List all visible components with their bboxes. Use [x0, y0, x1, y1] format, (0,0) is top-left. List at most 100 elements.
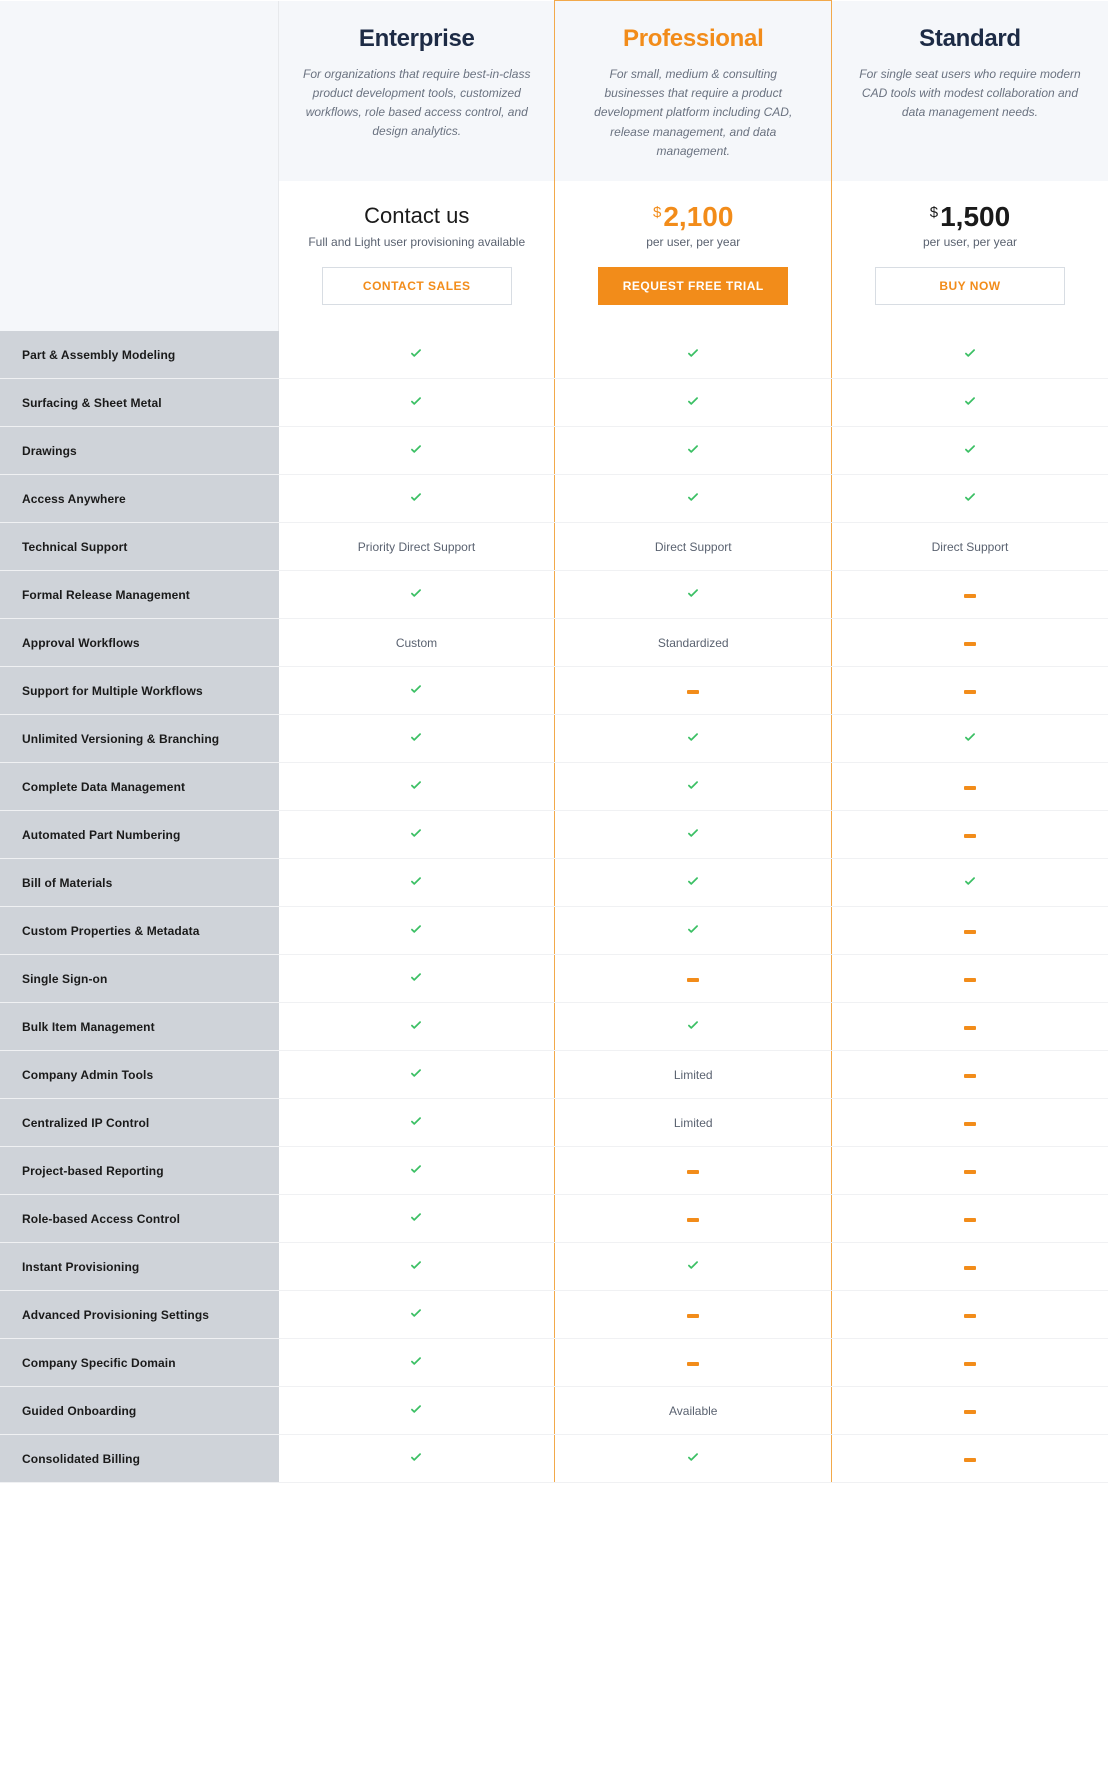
- currency-symbol: $: [930, 204, 938, 221]
- feature-cell: [279, 427, 555, 475]
- feature-row: Advanced Provisioning Settings: [0, 1291, 1108, 1339]
- feature-row: Custom Properties & Metadata: [0, 907, 1108, 955]
- feature-text: Limited: [674, 1116, 713, 1130]
- dash-icon: [964, 690, 976, 694]
- feature-cell: [831, 1099, 1108, 1147]
- plan-price-cell-professional: $2,100 per user, per year REQUEST FREE TRI…: [555, 181, 831, 331]
- check-icon: [686, 826, 700, 840]
- feature-cell: [831, 331, 1108, 379]
- feature-cell: [279, 1051, 555, 1099]
- check-icon: [409, 874, 423, 888]
- feature-cell: [555, 1243, 831, 1291]
- dash-icon: [964, 1218, 976, 1222]
- feature-cell: [831, 1387, 1108, 1435]
- feature-label: Custom Properties & Metadata: [0, 907, 279, 955]
- dash-icon: [687, 690, 699, 694]
- feature-cell: [831, 1003, 1108, 1051]
- feature-cell: [831, 763, 1108, 811]
- feature-row: Surfacing & Sheet Metal: [0, 379, 1108, 427]
- currency-symbol: $: [653, 204, 661, 221]
- feature-cell: Custom: [279, 619, 555, 667]
- dash-icon: [964, 1458, 976, 1462]
- dash-icon: [687, 1314, 699, 1318]
- check-icon: [686, 586, 700, 600]
- feature-cell: [279, 1435, 555, 1483]
- feature-row: Drawings: [0, 427, 1108, 475]
- feature-cell: [555, 667, 831, 715]
- feature-cell: [555, 331, 831, 379]
- feature-text: Direct Support: [655, 540, 732, 554]
- feature-label: Advanced Provisioning Settings: [0, 1291, 279, 1339]
- feature-row: Part & Assembly Modeling: [0, 331, 1108, 379]
- check-icon: [686, 1450, 700, 1464]
- dash-icon: [964, 978, 976, 982]
- feature-label: Formal Release Management: [0, 571, 279, 619]
- plan-price: $1,500: [850, 203, 1090, 231]
- feature-label: Consolidated Billing: [0, 1435, 279, 1483]
- feature-cell: Direct Support: [831, 523, 1108, 571]
- check-icon: [686, 394, 700, 408]
- feature-row: Single Sign-on: [0, 955, 1108, 1003]
- feature-label: Instant Provisioning: [0, 1243, 279, 1291]
- check-icon: [409, 1114, 423, 1128]
- feature-text: Available: [669, 1404, 717, 1418]
- feature-cell: [279, 811, 555, 859]
- check-icon: [963, 346, 977, 360]
- feature-cell: [555, 571, 831, 619]
- feature-cell: [279, 1147, 555, 1195]
- feature-cell: [831, 1339, 1108, 1387]
- check-icon: [963, 490, 977, 504]
- check-icon: [686, 490, 700, 504]
- feature-row: Automated Part Numbering: [0, 811, 1108, 859]
- check-icon: [686, 922, 700, 936]
- feature-label: Project-based Reporting: [0, 1147, 279, 1195]
- feature-row: Bill of Materials: [0, 859, 1108, 907]
- feature-cell: [555, 475, 831, 523]
- feature-row: Project-based Reporting: [0, 1147, 1108, 1195]
- feature-cell: [555, 715, 831, 763]
- plan-header-standard: StandardFor single seat users who requir…: [831, 1, 1108, 181]
- check-icon: [409, 730, 423, 744]
- feature-label: Complete Data Management: [0, 763, 279, 811]
- plan-header-professional: ProfessionalFor small, medium & consulti…: [555, 1, 831, 181]
- dash-icon: [964, 930, 976, 934]
- check-icon: [686, 730, 700, 744]
- feature-cell: [279, 571, 555, 619]
- cta-button-enterprise[interactable]: CONTACT SALES: [322, 267, 512, 305]
- price-spacer: [0, 181, 279, 331]
- feature-label: Guided Onboarding: [0, 1387, 279, 1435]
- dash-icon: [964, 1122, 976, 1126]
- feature-cell: Priority Direct Support: [279, 523, 555, 571]
- feature-label: Bill of Materials: [0, 859, 279, 907]
- feature-row: Consolidated Billing: [0, 1435, 1108, 1483]
- check-icon: [409, 1210, 423, 1224]
- price-sub: per user, per year: [573, 235, 812, 249]
- feature-text: Standardized: [658, 636, 729, 650]
- price-sub: per user, per year: [850, 235, 1090, 249]
- check-icon: [686, 874, 700, 888]
- price-value: 2,100: [663, 201, 733, 232]
- dash-icon: [964, 1170, 976, 1174]
- feature-text: Custom: [396, 636, 437, 650]
- feature-row: Role-based Access Control: [0, 1195, 1108, 1243]
- cta-button-standard[interactable]: BUY NOW: [875, 267, 1065, 305]
- feature-cell: [831, 427, 1108, 475]
- check-icon: [409, 1450, 423, 1464]
- cta-button-professional[interactable]: REQUEST FREE TRIAL: [598, 267, 788, 305]
- dash-icon: [964, 786, 976, 790]
- feature-label: Role-based Access Control: [0, 1195, 279, 1243]
- feature-cell: [555, 1291, 831, 1339]
- feature-text: Direct Support: [932, 540, 1009, 554]
- feature-label: Centralized IP Control: [0, 1099, 279, 1147]
- feature-label: Surfacing & Sheet Metal: [0, 379, 279, 427]
- feature-cell: [555, 907, 831, 955]
- check-icon: [686, 1018, 700, 1032]
- feature-label: Part & Assembly Modeling: [0, 331, 279, 379]
- feature-cell: Direct Support: [555, 523, 831, 571]
- check-icon: [409, 1162, 423, 1176]
- check-icon: [409, 490, 423, 504]
- feature-label: Automated Part Numbering: [0, 811, 279, 859]
- plan-price-cell-standard: $1,500 per user, per year BUY NOW: [831, 181, 1108, 331]
- dash-icon: [964, 1026, 976, 1030]
- feature-label: Company Specific Domain: [0, 1339, 279, 1387]
